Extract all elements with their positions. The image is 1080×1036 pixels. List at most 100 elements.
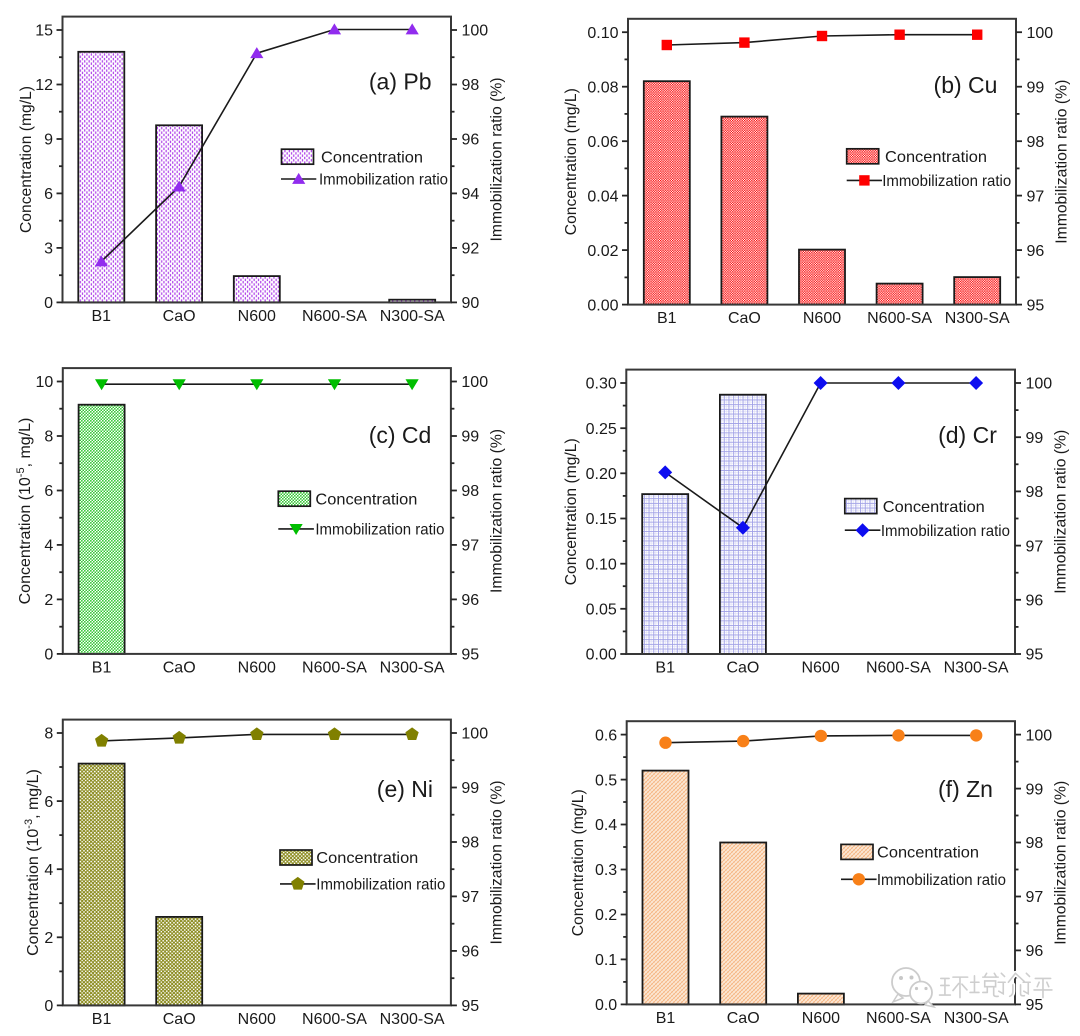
svg-text:Concentration (mg/L): Concentration (mg/L) xyxy=(563,88,580,235)
svg-text:(f) Zn: (f) Zn xyxy=(938,776,993,802)
svg-text:15: 15 xyxy=(35,23,53,40)
svg-text:Immobilization ratio: Immobilization ratio xyxy=(319,172,448,189)
svg-text:B1: B1 xyxy=(92,659,112,676)
svg-text:98: 98 xyxy=(1026,835,1044,852)
svg-text:0: 0 xyxy=(44,295,53,312)
svg-text:N600: N600 xyxy=(803,310,841,327)
svg-text:99: 99 xyxy=(1026,430,1044,447)
svg-text:CaO: CaO xyxy=(163,308,196,325)
svg-text:Concentration (10-3, mg/L): Concentration (10-3, mg/L) xyxy=(23,769,42,956)
svg-text:100: 100 xyxy=(461,374,488,391)
svg-text:0.20: 0.20 xyxy=(586,466,617,483)
svg-text:92: 92 xyxy=(462,241,480,258)
svg-text:CaO: CaO xyxy=(728,310,761,327)
svg-text:(c) Cd: (c) Cd xyxy=(369,422,432,448)
svg-text:90: 90 xyxy=(462,295,480,312)
svg-text:0.08: 0.08 xyxy=(587,79,618,96)
svg-text:N300-SA: N300-SA xyxy=(380,308,445,325)
svg-text:98: 98 xyxy=(461,835,479,852)
svg-text:N600-SA: N600-SA xyxy=(866,1010,931,1027)
svg-text:N600-SA: N600-SA xyxy=(302,1011,367,1028)
svg-text:Immobilization ratio (%): Immobilization ratio (%) xyxy=(488,781,505,945)
svg-text:9: 9 xyxy=(44,132,53,149)
svg-text:(a) Pb: (a) Pb xyxy=(369,69,432,95)
svg-text:0.1: 0.1 xyxy=(595,952,617,969)
svg-text:99: 99 xyxy=(461,780,479,797)
svg-text:(d) Cr: (d) Cr xyxy=(938,422,997,448)
svg-text:0.15: 0.15 xyxy=(586,511,617,528)
svg-text:10: 10 xyxy=(36,374,54,391)
svg-text:95: 95 xyxy=(1026,647,1044,664)
svg-text:0.05: 0.05 xyxy=(586,602,617,619)
svg-text:N300-SA: N300-SA xyxy=(380,1011,445,1028)
svg-text:0.30: 0.30 xyxy=(586,376,617,393)
svg-text:95: 95 xyxy=(461,647,479,664)
svg-text:0: 0 xyxy=(44,647,53,664)
svg-text:98: 98 xyxy=(462,77,480,94)
svg-text:97: 97 xyxy=(1026,538,1044,555)
svg-text:96: 96 xyxy=(1027,243,1045,260)
svg-text:12: 12 xyxy=(35,77,53,94)
svg-text:0.10: 0.10 xyxy=(587,25,618,42)
svg-text:N600: N600 xyxy=(801,660,839,677)
svg-text:98: 98 xyxy=(1027,134,1045,151)
svg-text:0.00: 0.00 xyxy=(587,297,618,314)
svg-text:Immobilization ratio: Immobilization ratio xyxy=(877,872,1006,889)
svg-text:0.04: 0.04 xyxy=(587,188,618,205)
svg-text:95: 95 xyxy=(1027,297,1045,314)
svg-text:6: 6 xyxy=(44,794,53,811)
svg-text:4: 4 xyxy=(44,862,53,879)
svg-text:Immobilization ratio: Immobilization ratio xyxy=(882,173,1011,190)
svg-text:0.10: 0.10 xyxy=(586,556,617,573)
svg-text:Concentration (mg/L): Concentration (mg/L) xyxy=(570,789,587,936)
svg-text:6: 6 xyxy=(44,483,53,500)
svg-text:N300-SA: N300-SA xyxy=(944,1010,1009,1027)
svg-text:Immobilization ratio (%): Immobilization ratio (%) xyxy=(488,429,505,593)
svg-text:100: 100 xyxy=(461,726,488,743)
svg-text:98: 98 xyxy=(1026,484,1044,501)
svg-text:Immobilization ratio (%): Immobilization ratio (%) xyxy=(489,78,506,242)
svg-text:(e) Ni: (e) Ni xyxy=(377,776,433,802)
svg-text:Immobilization ratio (%): Immobilization ratio (%) xyxy=(1053,781,1070,945)
svg-text:B1: B1 xyxy=(656,1010,676,1027)
svg-text:97: 97 xyxy=(1027,188,1045,205)
svg-text:97: 97 xyxy=(1026,889,1044,906)
svg-text:0.4: 0.4 xyxy=(595,817,617,834)
svg-text:3: 3 xyxy=(44,241,53,258)
svg-text:0.02: 0.02 xyxy=(587,243,618,260)
svg-text:Concentration (mg/L): Concentration (mg/L) xyxy=(563,438,580,585)
svg-text:N600-SA: N600-SA xyxy=(302,308,367,325)
svg-text:97: 97 xyxy=(461,538,479,555)
svg-text:Concentration: Concentration xyxy=(321,149,423,166)
svg-text:N300-SA: N300-SA xyxy=(380,659,445,676)
svg-text:Immobilization ratio: Immobilization ratio xyxy=(315,522,444,539)
svg-text:99: 99 xyxy=(1026,781,1044,798)
svg-text:0.2: 0.2 xyxy=(595,907,617,924)
svg-text:N600-SA: N600-SA xyxy=(867,310,932,327)
svg-text:N600: N600 xyxy=(238,308,276,325)
svg-text:6: 6 xyxy=(44,186,53,203)
svg-text:Concentration: Concentration xyxy=(885,149,987,166)
svg-text:98: 98 xyxy=(461,483,479,500)
svg-text:97: 97 xyxy=(461,889,479,906)
svg-text:(b) Cu: (b) Cu xyxy=(934,72,998,98)
svg-text:B1: B1 xyxy=(657,310,677,327)
svg-text:0.3: 0.3 xyxy=(595,862,617,879)
svg-text:0.0: 0.0 xyxy=(595,997,617,1014)
svg-text:8: 8 xyxy=(44,726,53,743)
svg-text:Immobilization ratio: Immobilization ratio xyxy=(316,877,445,894)
svg-text:N600: N600 xyxy=(238,1011,276,1028)
svg-text:Concentration: Concentration xyxy=(877,845,979,862)
svg-text:0.5: 0.5 xyxy=(595,772,617,789)
svg-text:B1: B1 xyxy=(92,308,112,325)
svg-text:N600-SA: N600-SA xyxy=(866,660,931,677)
svg-text:N300-SA: N300-SA xyxy=(945,310,1010,327)
svg-text:96: 96 xyxy=(1026,593,1044,610)
svg-text:96: 96 xyxy=(461,944,479,961)
svg-text:N600: N600 xyxy=(802,1010,840,1027)
svg-text:95: 95 xyxy=(1026,997,1044,1014)
svg-text:0.00: 0.00 xyxy=(586,647,617,664)
svg-text:100: 100 xyxy=(462,23,489,40)
svg-text:0: 0 xyxy=(44,998,53,1015)
svg-text:2: 2 xyxy=(44,930,53,947)
